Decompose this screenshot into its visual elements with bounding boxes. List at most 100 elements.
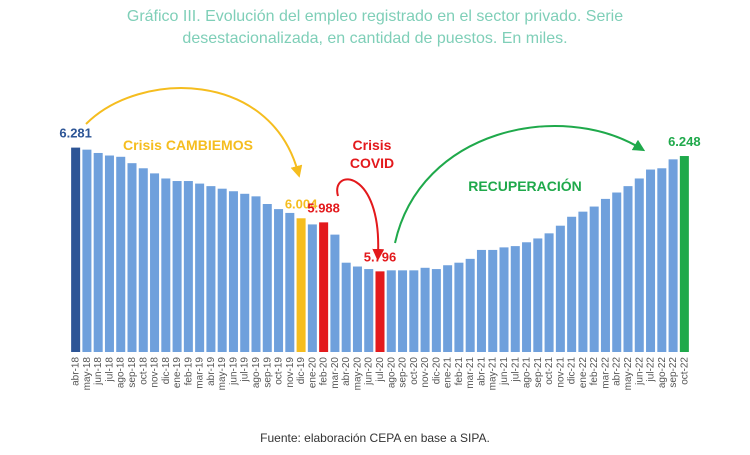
bar (431, 269, 441, 352)
bar (93, 152, 103, 352)
bar (499, 247, 509, 352)
bar (240, 193, 250, 352)
x-tick-label: ene-22 (578, 357, 589, 389)
bar (578, 211, 588, 352)
x-tick-label: sep-21 (533, 357, 544, 388)
x-tick-label: jun-19 (228, 357, 239, 386)
arrow (85, 87, 303, 178)
data-label: 6.248 (668, 134, 701, 149)
x-tick-label: mar-20 (330, 357, 341, 389)
bar (668, 159, 678, 352)
x-tick-label: may-22 (623, 357, 634, 391)
bar (522, 242, 532, 352)
bar (319, 222, 329, 352)
x-tick-label: abr-21 (476, 357, 487, 386)
x-tick-label: jul-20 (375, 357, 386, 383)
bar (600, 198, 610, 352)
bar (150, 173, 160, 352)
bar (589, 206, 599, 352)
bar (195, 183, 205, 352)
x-tick-label: ago-20 (386, 357, 397, 389)
source-note: Fuente: elaboración CEPA en base a SIPA. (260, 431, 490, 445)
data-label: 6.281 (59, 126, 92, 141)
x-tick-label: ago-18 (116, 357, 127, 389)
bar (341, 262, 351, 352)
arrow (336, 178, 385, 261)
x-tick-label: dic-18 (161, 357, 172, 385)
x-tick-label: ago-22 (657, 357, 668, 389)
bar (409, 270, 419, 352)
x-tick-label: mar-22 (600, 357, 611, 389)
x-tick-label: may-21 (488, 357, 499, 391)
x-tick-label: may-19 (217, 357, 228, 391)
bar (510, 246, 520, 352)
bar (679, 156, 689, 352)
x-tick-label: may-20 (352, 357, 363, 391)
bar (465, 258, 475, 352)
x-tick-label: oct-22 (679, 357, 690, 385)
bar (646, 169, 656, 352)
x-tick-label: feb-22 (589, 357, 600, 386)
bar (443, 265, 453, 352)
bar (476, 249, 486, 352)
x-tick-label: abr-22 (612, 357, 623, 386)
bar (251, 196, 261, 352)
bar (612, 192, 622, 352)
bar (454, 262, 464, 352)
annotation: RECUPERACIÓN (468, 177, 582, 194)
bar (623, 186, 633, 352)
x-tick-label: ene-21 (443, 357, 454, 389)
chart-title: Gráfico III. Evolución del empleo regist… (126, 8, 624, 47)
x-tick-label: jun-21 (499, 357, 510, 386)
x-tick-label: abr-19 (206, 357, 217, 386)
x-tick-label: oct-18 (138, 357, 149, 385)
x-tick-label: oct-20 (409, 357, 420, 385)
bar (555, 225, 565, 352)
bar (352, 266, 362, 352)
arrow (394, 125, 646, 244)
x-tick-label: jun-18 (93, 357, 104, 386)
x-tick-label: jun-22 (634, 357, 645, 386)
x-tick-label: ene-20 (307, 357, 318, 389)
bar (82, 149, 92, 352)
bar (330, 234, 340, 352)
bar (420, 267, 430, 352)
bar (206, 186, 216, 352)
chart: Crisis CAMBIEMOS Crisis COVID RECUPERACI… (59, 87, 701, 391)
bar (307, 224, 317, 352)
bar (657, 168, 667, 352)
data-label: 6.004 (285, 196, 318, 211)
bar (228, 191, 238, 352)
bar (634, 178, 644, 352)
data-label: 5.796 (364, 249, 397, 264)
bar (127, 163, 137, 352)
x-tick-label: nov-19 (285, 357, 296, 388)
x-tick-label: feb-21 (454, 357, 465, 386)
bar (398, 270, 408, 352)
x-tick-label: ago-19 (251, 357, 262, 389)
bar (285, 212, 295, 352)
bar (386, 270, 396, 352)
x-tick-label: sep-19 (262, 357, 273, 388)
bar (533, 238, 543, 352)
bar (217, 188, 227, 352)
bar (364, 269, 374, 352)
x-tick-label: sep-20 (398, 357, 409, 388)
bar (161, 178, 171, 352)
x-tick-label: jul-19 (240, 357, 251, 383)
x-tick-label: feb-19 (183, 357, 194, 386)
bar (375, 271, 385, 352)
bar (296, 218, 306, 352)
x-tick-label: sep-18 (127, 357, 138, 388)
x-tick-label: mar-19 (195, 357, 206, 389)
annotation: Crisis CAMBIEMOS (123, 137, 253, 153)
x-tick-label: jul-21 (510, 357, 521, 383)
data-label: 5.988 (307, 200, 340, 215)
x-tick-label: jul-18 (104, 357, 115, 383)
annotation: Crisis (353, 137, 392, 153)
bar (567, 216, 577, 352)
x-tick-label: dic-21 (567, 357, 578, 385)
x-tick-label: sep-22 (668, 357, 679, 388)
bar (172, 181, 182, 352)
